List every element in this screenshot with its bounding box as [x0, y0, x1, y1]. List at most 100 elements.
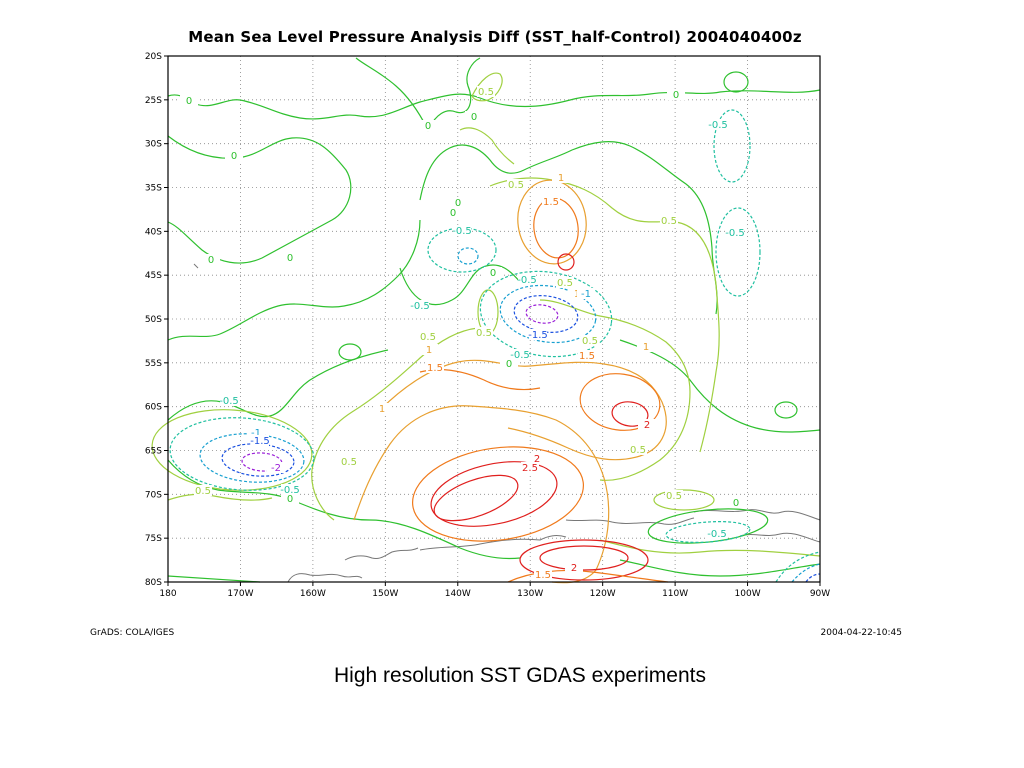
contour-label-bg: [534, 569, 552, 580]
contour-label: 0: [733, 498, 739, 509]
contour-label-bg: [465, 111, 483, 122]
contour-label: -2: [271, 463, 281, 474]
contour-label: 0: [450, 208, 456, 219]
contour-label: -0.5: [708, 120, 728, 131]
contour-label: 1: [643, 342, 649, 353]
contour-label: 1.5: [543, 197, 559, 208]
contour-label-bg: [667, 89, 685, 100]
contour-label: 0.5: [195, 486, 211, 497]
contour-label: 0: [471, 112, 477, 123]
software-credit: GrADS: COLA/IGES: [90, 628, 175, 638]
contour-line: [419, 141, 718, 315]
lon-tick-label: 160W: [300, 589, 326, 599]
contour-label-bg: [475, 327, 493, 338]
contour-line: [169, 417, 315, 491]
contour-label-bg: [426, 362, 444, 373]
contour-line: [513, 295, 579, 333]
lon-tick-label: 120W: [590, 589, 616, 599]
contour-label-bg: [637, 341, 655, 352]
lat-tick-label: 50S: [145, 315, 162, 325]
antarctic-coastline: [193, 263, 821, 583]
contour-label-bg: [247, 427, 265, 438]
contour-label-bg: [194, 485, 212, 496]
contour-line: [525, 304, 559, 324]
coastline-segment: [287, 573, 363, 583]
contour-label-bg: [449, 197, 467, 208]
contour-label-bg: [528, 453, 546, 464]
contour-label-bg: [581, 335, 599, 346]
map-gridlines: [168, 56, 820, 582]
contour-line: [471, 72, 503, 102]
contour-line: [355, 57, 481, 132]
contour-line: [430, 461, 558, 527]
contour-label-bg: [552, 172, 570, 183]
contour-line: [805, 573, 821, 583]
contour-label: 0: [287, 253, 293, 264]
contour-label: 0.5: [630, 445, 646, 456]
contour-label-bg: [529, 329, 547, 340]
contour-label: 0.5: [476, 328, 492, 339]
contour-label-bg: [660, 215, 678, 226]
contour-label-bg: [709, 119, 727, 130]
contour-label-bg: [444, 207, 462, 218]
coastline-segment: [193, 263, 199, 269]
contour-line: [557, 253, 575, 271]
contour-label: -1.5: [528, 330, 548, 341]
contour-line: [665, 521, 751, 543]
contour-label: 0.5: [666, 491, 682, 502]
contour-label-bg: [202, 254, 220, 265]
contour-line: [167, 349, 389, 421]
lat-tick-label: 30S: [145, 140, 162, 150]
contour-line: [539, 545, 629, 571]
coastline-segment: [565, 517, 695, 525]
lat-tick-label: 45S: [145, 271, 162, 281]
contour-label: -0.5: [510, 350, 530, 361]
contour-label-bg: [507, 179, 525, 190]
contour-line: [539, 299, 691, 481]
contour-line: [457, 247, 479, 265]
contour-label-bg: [281, 493, 299, 504]
contour-label: 0: [425, 121, 431, 132]
contour-label-bg: [281, 252, 299, 263]
contour-label: 0.5: [557, 278, 573, 289]
contour-label-bg: [477, 86, 495, 97]
contour-label: -1: [581, 289, 591, 300]
contour-label: -0.5: [452, 226, 472, 237]
lat-tick-label: 55S: [145, 359, 162, 369]
contour-line: [167, 135, 352, 264]
contour-label-bg: [180, 95, 198, 106]
contour-line: [459, 127, 515, 165]
contour-line: [167, 89, 821, 120]
contour-lines: [151, 57, 821, 584]
map-frame: [167, 55, 821, 583]
contour-label-bg: [419, 120, 437, 131]
contour-label: 0: [673, 90, 679, 101]
lon-tick-label: 130W: [517, 589, 543, 599]
contour-label: -1: [251, 428, 261, 439]
contour-line: [599, 539, 821, 557]
contour-label-bg: [518, 274, 536, 285]
lon-tick-label: 180: [159, 589, 176, 599]
plot-title: Mean Sea Level Pressure Analysis Diff (S…: [188, 28, 802, 46]
contour-label-bg: [484, 267, 502, 278]
slide-caption: High resolution SST GDAS experiments: [334, 664, 706, 687]
contour-label: -0.5: [219, 396, 239, 407]
contour-label-bg: [665, 490, 683, 501]
contour-line: [379, 359, 667, 461]
contour-label-bg: [251, 435, 269, 446]
contour-label-bg: [419, 331, 437, 342]
coastline-segment: [344, 547, 419, 561]
coastline-segment: [419, 535, 567, 551]
contour-label: 1.5: [535, 570, 551, 581]
contour-label: 0.5: [508, 180, 524, 191]
contour-label: 1.5: [579, 351, 595, 362]
contour-label: -0.5: [517, 275, 537, 286]
contour-label-bg: [565, 562, 583, 573]
contour-line: [167, 575, 261, 583]
contour-line: [647, 508, 769, 544]
contour-label: 1: [379, 404, 385, 415]
contour-label-bg: [281, 484, 299, 495]
contour-label: 1.5: [427, 363, 443, 374]
